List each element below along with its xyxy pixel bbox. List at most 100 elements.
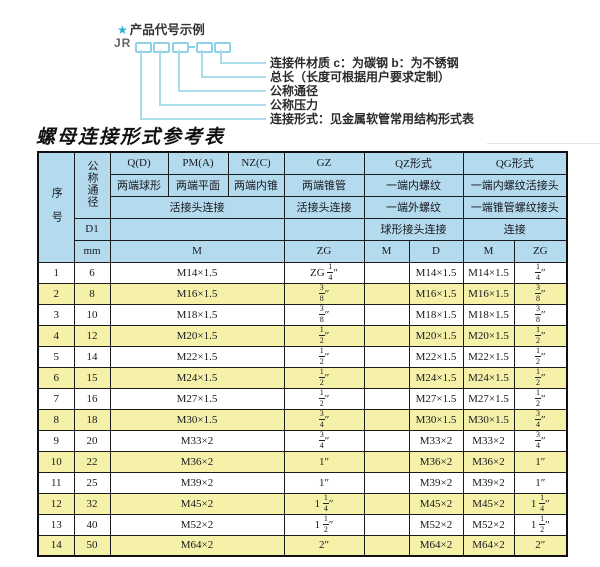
cell-serial: 2 <box>37 282 75 305</box>
leader-line-horizontal-1 <box>220 62 266 64</box>
cell-m-thread: M24×1.5 <box>109 366 285 389</box>
cell-m-thread: M18×1.5 <box>109 303 285 326</box>
cell-qz-d: M24×1.5 <box>408 366 464 389</box>
header-qz-d: D <box>408 239 464 263</box>
cell-serial: 9 <box>37 429 75 452</box>
leader-line-vertical-1 <box>140 50 142 120</box>
cell-qz-m <box>363 408 410 431</box>
cell-qg-m: M20×1.5 <box>462 324 515 347</box>
cell-qz-m <box>363 387 410 410</box>
header-union-connection: 活接头连接 <box>109 195 285 219</box>
cell-qg-m: M22×1.5 <box>462 345 515 368</box>
cell-qz-m <box>363 303 410 326</box>
header-gz-desc2: 活接头连接 <box>283 195 365 219</box>
cell-gz-zg: 3 4 ″ <box>283 429 365 452</box>
header-zg: ZG <box>283 239 365 263</box>
cell-qz-m <box>363 429 410 452</box>
cell-gz-zg: 2″ <box>283 534 365 557</box>
cell-qz-m <box>363 366 410 389</box>
cell-m-thread: M20×1.5 <box>109 324 285 347</box>
cell-m-thread: M27×1.5 <box>109 387 285 410</box>
cell-qz-m <box>363 282 410 305</box>
cell-gz-zg: 1 1 2 ″ <box>283 513 365 536</box>
cell-qg-m: M52×2 <box>462 513 515 536</box>
cell-dn-mm: 14 <box>73 345 111 368</box>
cell-qg-zg: 1 1 4 ″ <box>513 492 568 515</box>
leader-line-horizontal-4 <box>159 104 266 106</box>
header-d1: D1 <box>73 217 111 241</box>
cell-qg-zg: 1 1 2 ″ <box>513 513 568 536</box>
cell-serial: 4 <box>37 324 75 347</box>
header-qg-desc1: 一端内螺纹活接头 <box>462 173 568 197</box>
header-qz-desc1: 一端内螺纹 <box>363 173 464 197</box>
cell-serial: 10 <box>37 450 75 473</box>
table-row: 9 20 M33×2 3 4 ″ M33×2 M33×2 3 4 ″ <box>37 429 568 452</box>
label-connection-form: 连接形式：见金属软管常用结构形式表 <box>270 112 475 126</box>
code-box-3 <box>172 42 189 53</box>
table-row: 4 12 M20×1.5 1 2 ″ M20×1.5 M20×1.5 1 2 ″ <box>37 324 568 347</box>
cell-m-thread: M22×1.5 <box>109 345 285 368</box>
cell-qg-m: M24×1.5 <box>462 366 515 389</box>
cell-qz-d: M16×1.5 <box>408 282 464 305</box>
cell-qz-d: M27×1.5 <box>408 387 464 410</box>
cell-qg-m: M30×1.5 <box>462 408 515 431</box>
header-nz-desc: 两端内锥 <box>227 173 285 197</box>
cell-qz-d: M52×2 <box>408 513 464 536</box>
page-title: 螺母连接形式参考表 <box>36 127 226 148</box>
leader-line-vertical-5 <box>220 50 222 63</box>
cell-qg-zg: 2″ <box>513 534 568 557</box>
cell-qg-zg: 3 4 ″ <box>513 408 568 431</box>
product-code-prefix: JR <box>114 36 132 50</box>
table-row: 14 50 M64×2 2″ M64×2 M64×2 2″ <box>37 534 568 557</box>
code-box-4 <box>196 42 213 53</box>
table-row: 10 22 M36×2 1″ M36×2 M36×2 1″ <box>37 450 568 473</box>
cell-qg-m: M36×2 <box>462 450 515 473</box>
header-nominal-diameter: 公称通径 <box>73 151 111 219</box>
cell-qz-m <box>363 345 410 368</box>
table-row: 13 40 M52×2 1 1 2 ″ M52×2 M52×2 1 1 2 ″ <box>37 513 568 536</box>
cell-dn-mm: 25 <box>73 471 111 494</box>
cell-qz-m <box>363 261 410 284</box>
table-row: 3 10 M18×1.5 3 8 ″ M18×1.5 M18×1.5 3 8 ″ <box>37 303 568 326</box>
header-col-pm: PM(A) <box>167 151 229 175</box>
header-empty-cell-1 <box>109 217 285 241</box>
cell-qg-m: M64×2 <box>462 534 515 557</box>
code-dash <box>188 46 195 48</box>
cell-gz-zg: 1″ <box>283 450 365 473</box>
header-qz-desc3: 球形接头连接 <box>363 217 464 241</box>
label-nominal-pressure: 公称压力 <box>270 98 319 112</box>
cell-dn-mm: 6 <box>73 261 111 284</box>
cell-dn-mm: 15 <box>73 366 111 389</box>
table-row: 8 18 M30×1.5 3 4 ″ M30×1.5 M30×1.5 3 4 ″ <box>37 408 568 431</box>
cell-gz-zg: 1 2 ″ <box>283 324 365 347</box>
cell-qg-m: M39×2 <box>462 471 515 494</box>
cell-m-thread: M45×2 <box>109 492 285 515</box>
cell-gz-zg: ZG 1 4 ″ <box>283 261 365 284</box>
cell-qz-d: M33×2 <box>408 429 464 452</box>
cell-dn-mm: 40 <box>73 513 111 536</box>
header-gz-desc: 两端锥管 <box>283 173 365 197</box>
header-mm: mm <box>73 239 111 263</box>
header-qz-desc2: 一端外螺纹 <box>363 195 464 219</box>
cell-qz-m <box>363 324 410 347</box>
cell-qg-m: M16×1.5 <box>462 282 515 305</box>
cell-serial: 5 <box>37 345 75 368</box>
cell-dn-mm: 12 <box>73 324 111 347</box>
cell-qz-m <box>363 471 410 494</box>
cell-qz-m <box>363 534 410 557</box>
product-code-example-title: ★ 产品代号示例 <box>117 19 205 38</box>
cell-qg-zg: 3 8 ″ <box>513 303 568 326</box>
cell-dn-mm: 20 <box>73 429 111 452</box>
cell-qg-zg: 1 2 ″ <box>513 324 568 347</box>
cell-qg-zg: 1 4 ″ <box>513 261 568 284</box>
table-row: 7 16 M27×1.5 1 2 ″ M27×1.5 M27×1.5 1 2 ″ <box>37 387 568 410</box>
cell-dn-mm: 18 <box>73 408 111 431</box>
scan-artifact-line <box>487 143 600 144</box>
cell-qz-d: M30×1.5 <box>408 408 464 431</box>
header-qg-zg: ZG <box>513 239 568 263</box>
cell-gz-zg: 1 2 ″ <box>283 366 365 389</box>
cell-qg-zg: 1″ <box>513 471 568 494</box>
cell-serial: 13 <box>37 513 75 536</box>
code-box-1 <box>135 42 152 53</box>
cell-serial: 6 <box>37 366 75 389</box>
